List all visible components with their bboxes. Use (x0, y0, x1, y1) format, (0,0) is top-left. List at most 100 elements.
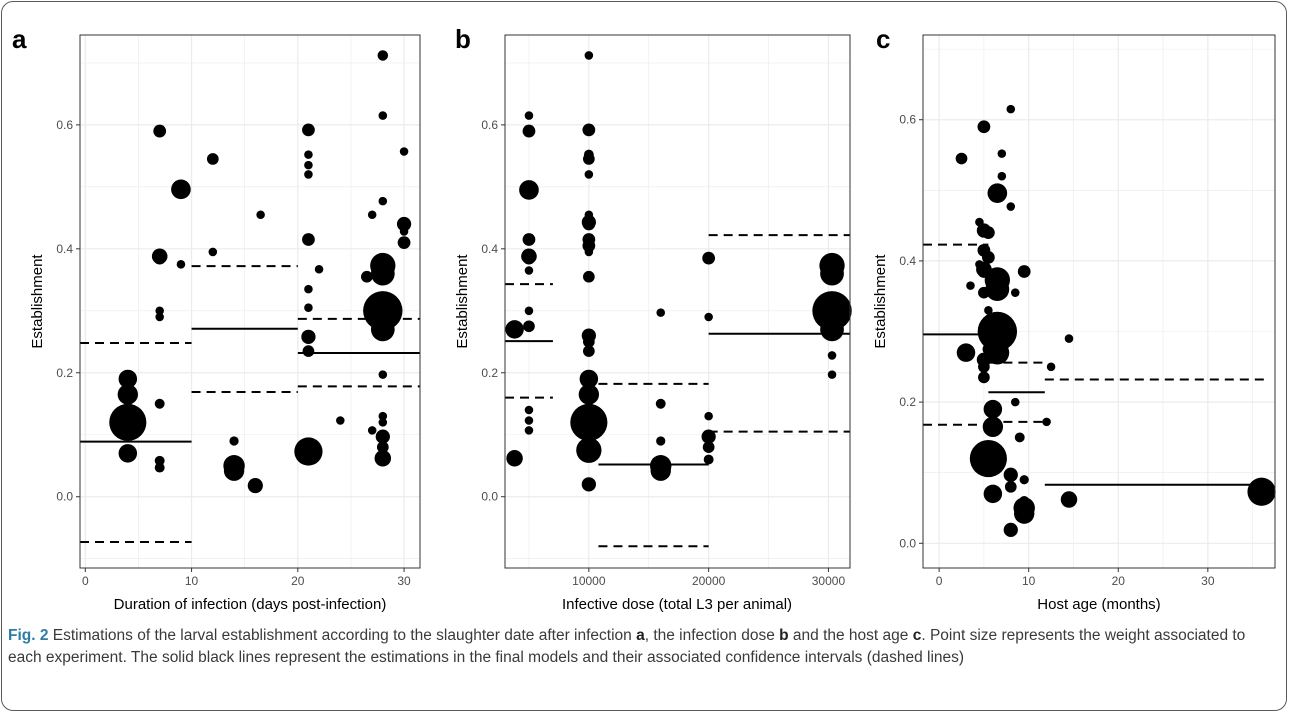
data-point-b-42 (703, 454, 714, 465)
data-point-a-29 (301, 329, 316, 344)
data-point-a-38 (378, 111, 388, 120)
y-tick-label-b-3: 0.6 (481, 118, 498, 132)
data-point-c-30 (1006, 104, 1016, 114)
data-point-b-47 (820, 261, 844, 286)
data-point-a-28 (304, 303, 313, 312)
x-tick-label-b-0: 10000 (572, 574, 606, 588)
data-point-a-1 (118, 369, 138, 389)
data-point-a-15 (208, 247, 218, 257)
caption-ref-b: b (779, 627, 789, 644)
data-point-b-20 (519, 180, 539, 200)
y-tick-label-a-1: 0.2 (56, 366, 73, 380)
panel-a: a 0 10 20 30 0.0 0.2 0.4 0.6 Duration of infectio… (12, 24, 421, 613)
data-point-c-23 (978, 371, 990, 384)
caption-text-1: Estimations of the larval establishment … (48, 627, 637, 644)
y-tick-label-b-1: 0.2 (481, 366, 498, 380)
data-point-b-23 (522, 233, 536, 246)
data-point-a-50 (397, 236, 411, 250)
data-point-a-11 (154, 462, 165, 473)
y-tick-label-c-0: 0.0 (899, 536, 916, 550)
data-point-b-49 (827, 351, 837, 360)
caption-text-2: , the infection dose (644, 627, 780, 644)
data-point-c-12 (1247, 477, 1276, 506)
data-point-c-25 (982, 250, 995, 264)
caption-ref-a: a (636, 627, 645, 644)
data-point-b-16 (583, 270, 595, 283)
data-point-a-47 (367, 426, 377, 435)
data-point-c-22 (978, 360, 990, 373)
data-point-b-3 (576, 437, 602, 463)
panel-c: c 0 10 20 30 0.0 0.2 0.4 0.6 Host age (months) Est… (872, 24, 1276, 613)
x-tick-label-b-2: 30000 (812, 574, 846, 588)
data-point-c-44 (975, 260, 984, 269)
x-tick-label-c-3: 30 (1201, 574, 1215, 588)
data-point-a-46 (367, 210, 377, 220)
data-point-c-31 (1006, 202, 1016, 211)
y-axis-title-a: Establishment (29, 254, 46, 349)
y-axis-title-c: Establishment (872, 254, 889, 349)
data-point-c-34 (1004, 480, 1017, 493)
data-point-b-37 (655, 398, 666, 409)
data-point-a-51 (399, 147, 409, 156)
data-point-a-19 (247, 477, 263, 494)
caption-text-3: and the host age (788, 627, 913, 644)
data-point-b-30 (524, 416, 534, 425)
x-tick-label-a-1: 10 (185, 574, 199, 588)
data-point-a-40 (378, 370, 388, 379)
data-point-c-40 (1010, 397, 1020, 407)
data-point-a-27 (304, 284, 313, 294)
data-point-c-37 (1019, 495, 1030, 506)
data-point-b-12 (582, 217, 596, 231)
data-point-a-21 (294, 437, 323, 466)
data-point-c-8 (983, 484, 1003, 504)
data-point-a-12 (171, 179, 191, 200)
data-point-b-48 (820, 317, 844, 342)
data-point-b-31 (524, 426, 534, 435)
y-tick-label-a-0: 0.0 (56, 490, 73, 504)
data-point-a-13 (176, 260, 186, 269)
data-point-a-35 (370, 261, 395, 286)
data-point-c-41 (997, 149, 1007, 158)
data-point-b-6 (582, 123, 596, 137)
figure-caption: Fig. 2 Estimations of the larval establi… (8, 625, 1276, 669)
y-tick-label-b-2: 0.4 (481, 242, 498, 256)
caption-text-4: . Point size represents the weight assoc… (8, 627, 1246, 666)
data-point-a-18 (229, 436, 239, 446)
data-point-b-28 (523, 320, 535, 333)
data-point-b-5 (584, 51, 594, 60)
data-point-a-31 (314, 265, 324, 274)
data-point-c-14 (955, 152, 968, 165)
data-point-c-39 (1010, 288, 1020, 297)
data-point-a-30 (302, 345, 315, 357)
panel-border-c (922, 34, 1276, 569)
panel-border-b (504, 34, 851, 569)
y-tick-label-c-3: 0.6 (899, 113, 916, 127)
data-point-b-9 (584, 170, 594, 179)
data-point-c-3 (985, 277, 1010, 302)
data-point-c-35 (1017, 265, 1031, 278)
data-point-a-44 (376, 441, 389, 453)
data-point-a-2 (117, 384, 138, 405)
data-point-a-14 (206, 153, 219, 165)
x-axis-title-b: Infective dose (total L3 per animal) (562, 596, 792, 613)
x-tick-label-c-0: 0 (936, 574, 943, 588)
data-point-c-0 (969, 440, 1007, 478)
data-point-c-11 (1060, 491, 1078, 508)
data-point-c-13 (956, 343, 976, 362)
data-point-b-15 (584, 247, 594, 257)
data-point-b-14 (582, 239, 596, 253)
x-tick-label-a-0: 0 (82, 574, 89, 588)
data-point-b-2 (578, 384, 600, 405)
y-tick-label-c-2: 0.4 (899, 254, 916, 268)
data-point-a-4 (153, 124, 167, 138)
data-point-a-48 (361, 270, 373, 283)
data-point-a-45 (374, 450, 392, 467)
x-tick-label-b-1: 20000 (692, 574, 726, 588)
data-point-b-33 (506, 450, 523, 467)
data-point-c-10 (1014, 503, 1035, 524)
data-point-b-38 (656, 308, 665, 317)
y-tick-label-a-3: 0.6 (56, 118, 73, 132)
data-point-b-43 (704, 411, 713, 421)
data-point-c-38 (1014, 432, 1025, 443)
